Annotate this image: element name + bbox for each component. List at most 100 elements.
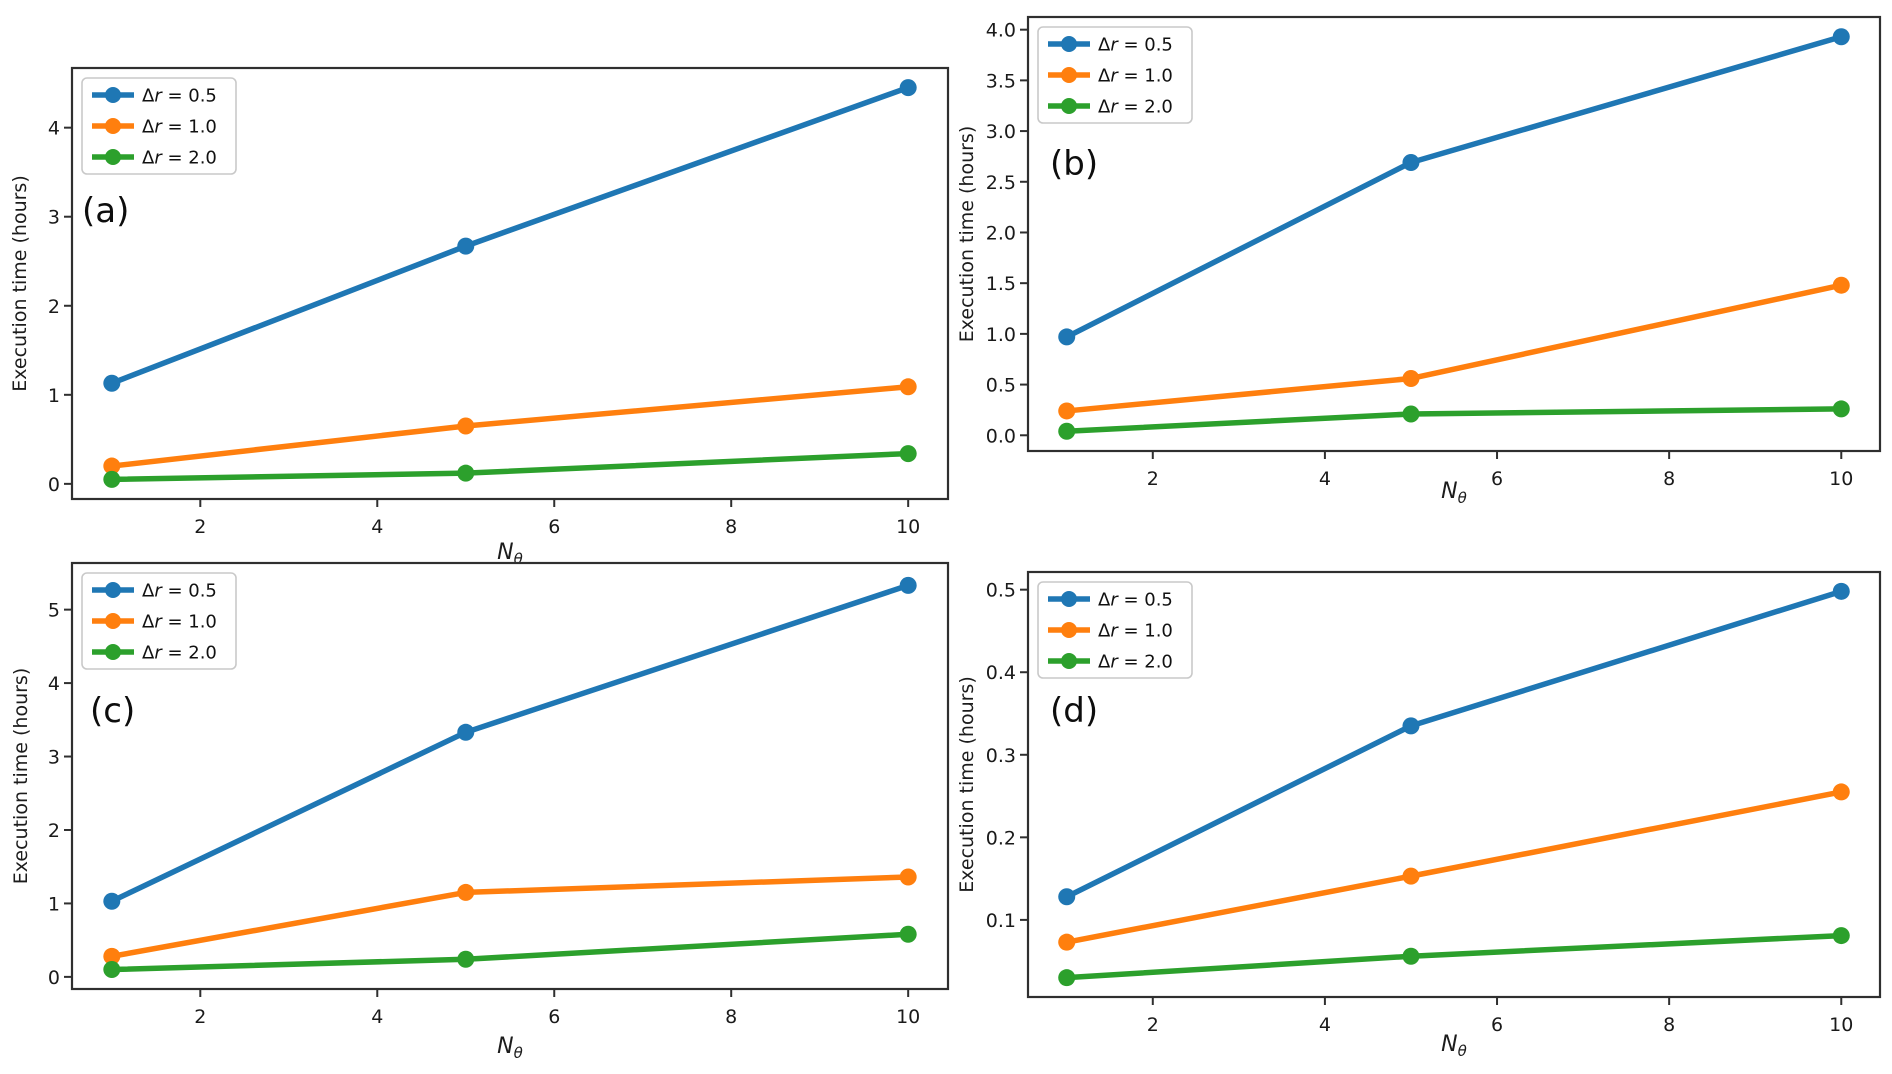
x-tick-label: 8 [1663,468,1675,490]
legend-frame [1037,26,1193,124]
legend: Δr = 0.5 Δr = 1.0 Δr = 2.0 [1037,26,1193,124]
series-line-1 [109,874,911,960]
legend-frame [81,77,237,175]
series-marker-0 [103,892,121,910]
y-tick-label: 2.5 [986,172,1016,194]
panel-d: 2 4 6 8 100.10.20.30.40.5 Δr = 0.5Δr = 1.0Δr … [956,570,1882,1060]
legend: Δr = 0.5 Δr = 1.0 Δr = 2.0 [81,77,237,175]
x-tick-label: 4 [1319,1014,1331,1036]
series-marker-1 [1402,867,1420,885]
legend-label: Δr = 0.5 [1098,35,1173,56]
series-marker-2 [1832,927,1850,945]
legend-frame [81,572,237,670]
legend-label: Δr = 1.0 [142,612,217,633]
series-marker-0 [899,79,917,97]
legend-label: Δr = 1.0 [1098,621,1173,642]
legend-marker [105,87,121,103]
y-tick-label: 3 [48,207,60,229]
y-tick-label: 1 [48,893,60,915]
y-tick-label: 3.0 [986,121,1016,143]
panel-label: (b) [1050,144,1098,184]
series-marker-0 [1058,888,1076,906]
y-tick-label: 3.5 [986,70,1016,92]
x-tick-label: 10 [1829,1014,1853,1036]
series-marker-2 [1832,400,1850,418]
x-tick-label: 6 [548,516,560,538]
y-axis-title: Execution time (hours) [10,668,32,885]
series-line-2 [109,931,911,973]
series-marker-2 [1402,405,1420,423]
legend-marker [1061,98,1077,114]
series-line-1 [1063,789,1845,945]
x-tick-label: 10 [896,1006,920,1028]
x-tick-label: 4 [1319,468,1331,490]
legend: Δr = 0.5 Δr = 1.0 Δr = 2.0 [81,572,237,670]
x-axis: 2 4 6 8 10 [1147,997,1853,1036]
y-tick-label: 4 [48,673,60,695]
x-tick-label: 4 [371,516,383,538]
legend: Δr = 0.5 Δr = 1.0 Δr = 2.0 [1037,581,1193,679]
series-line-1 [1063,282,1845,414]
legend-label: Δr = 0.5 [142,86,217,107]
y-tick-label: 0.3 [986,745,1016,767]
y-tick-label: 0.1 [986,910,1016,932]
series-marker-2 [457,464,475,482]
x-tick-label: 2 [194,516,206,538]
y-axis-title: Execution time (hours) [956,126,978,343]
series-marker-2 [1402,947,1420,965]
y-tick-label: 2 [48,820,60,842]
x-axis-title: Nθ [1441,1032,1467,1060]
series-marker-1 [1058,402,1076,420]
series-marker-0 [103,374,121,392]
y-axis: 0 1 2 3 4 5 [48,600,72,989]
panel-label: (a) [82,191,129,231]
series-marker-1 [1402,369,1420,387]
series-marker-0 [1058,328,1076,346]
legend-frame [1037,581,1193,679]
panel-label: (d) [1050,691,1098,731]
y-tick-label: 0 [48,474,60,496]
x-axis: 2 4 6 8 10 [1147,451,1853,490]
x-axis-title: Nθ [497,1034,523,1062]
series-marker-2 [899,925,917,943]
series-line-2 [1063,932,1845,981]
x-tick-label: 6 [1491,468,1503,490]
y-axis: 0.0 0.5 1.0 1.5 2.0 2.5 3.0 3.5 4.0 [986,20,1028,447]
y-axis-title: Execution time (hours) [956,676,978,893]
y-tick-label: 0.5 [986,375,1016,397]
panel-a: 2 4 6 8 10 0 1 2 3 4 Δr = 0.5 Δr = 1.0 Δr = 2.0 (a) Ex… [9,66,950,568]
series-marker-2 [103,961,121,979]
y-tick-label: 1 [48,385,60,407]
series-line-2 [1063,406,1845,434]
x-axis-title: Nθ [497,540,523,568]
legend-marker [105,118,121,134]
legend-marker [105,644,121,660]
legend-label: Δr = 2.0 [1098,97,1173,118]
legend-marker [1061,591,1077,607]
legend-label: Δr = 0.5 [142,581,217,602]
legend-marker [1061,36,1077,52]
legend-marker [1061,67,1077,83]
x-axis: 2 4 6 8 10 [194,499,920,538]
y-tick-label: 4.0 [986,20,1016,42]
x-tick-label: 6 [1491,1014,1503,1036]
x-tick-label: 10 [1829,468,1853,490]
series-marker-2 [1058,422,1076,440]
series-marker-0 [899,576,917,594]
legend-label: Δr = 2.0 [1098,652,1173,673]
legend-marker [1061,653,1077,669]
series-marker-1 [899,868,917,886]
legend-label: Δr = 0.5 [1098,590,1173,611]
x-axis: 2 4 6 8 10 [194,989,920,1028]
series-marker-1 [457,883,475,901]
y-tick-label: 3 [48,747,60,769]
series-marker-0 [457,723,475,741]
panel-c: 2 4 6 8 10 0 1 2 3 4 5 Δr = 0.5 Δr = 1.0 Δr = 2.0 (c) E… [10,561,950,1062]
series-marker-1 [1832,276,1850,294]
y-tick-label: 4 [48,118,60,140]
x-axis-title: Nθ [1441,479,1467,507]
legend-marker [1061,622,1077,638]
series-marker-1 [103,947,121,965]
panel-label: (c) [90,691,135,731]
plot-frame [1026,15,1882,453]
